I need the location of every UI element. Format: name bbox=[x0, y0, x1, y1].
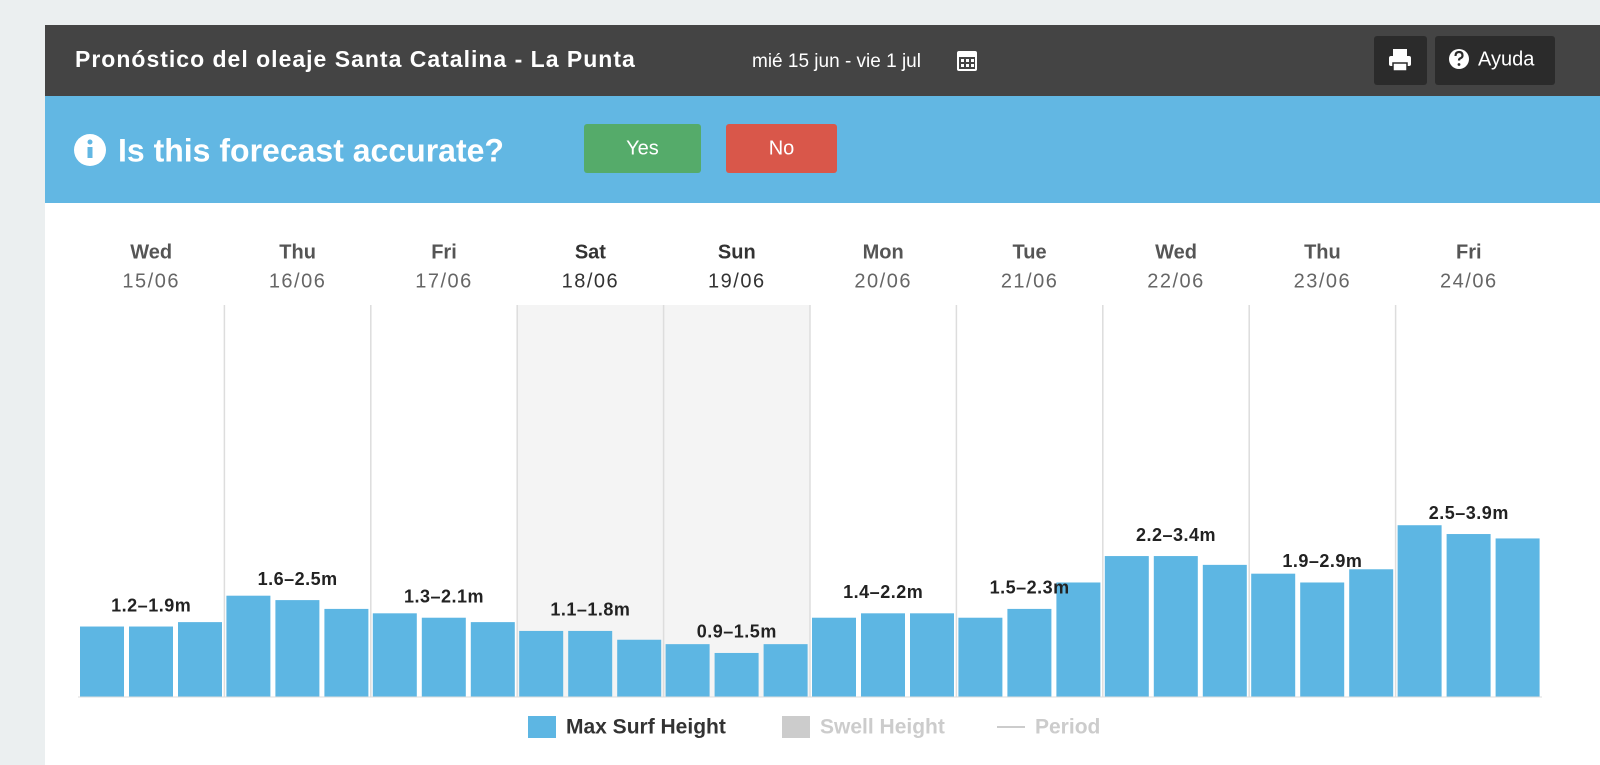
legend-swatch bbox=[528, 716, 556, 738]
day-range-label: 1.2–1.9m bbox=[111, 595, 191, 615]
day-range-label: 1.4–2.2m bbox=[843, 582, 923, 602]
day-weekday: Sat bbox=[575, 241, 606, 263]
bar bbox=[568, 630, 613, 697]
bar bbox=[275, 600, 320, 697]
info-icon bbox=[74, 134, 106, 166]
bar bbox=[1153, 556, 1198, 697]
bar bbox=[958, 617, 1003, 697]
bar bbox=[665, 644, 710, 697]
header-bar bbox=[45, 25, 1600, 96]
weekend-shade bbox=[663, 305, 810, 697]
day-weekday: Wed bbox=[130, 241, 172, 263]
bar bbox=[1007, 608, 1052, 697]
bar bbox=[1056, 582, 1101, 697]
header-title: Pronóstico del oleaje Santa Catalina - L… bbox=[75, 46, 636, 72]
bar bbox=[1202, 564, 1247, 697]
bar bbox=[617, 639, 662, 697]
day-range-label: 1.1–1.8m bbox=[550, 600, 630, 620]
bar bbox=[129, 626, 173, 697]
feedback-question: Is this forecast accurate? bbox=[118, 132, 504, 168]
bar bbox=[470, 622, 515, 697]
day-range-label: 1.9–2.9m bbox=[1282, 551, 1362, 571]
day-weekday: Fri bbox=[1456, 241, 1482, 263]
legend-label: Period bbox=[1035, 716, 1100, 739]
legend-label: Max Surf Height bbox=[566, 716, 726, 739]
day-weekday: Fri bbox=[431, 241, 457, 263]
day-weekday: Mon bbox=[863, 241, 904, 263]
bar bbox=[519, 630, 564, 697]
day-range-label: 0.9–1.5m bbox=[697, 622, 777, 642]
day-range-label: 1.3–2.1m bbox=[404, 586, 484, 606]
day-date: 24/06 bbox=[1440, 270, 1498, 292]
day-weekday: Thu bbox=[279, 241, 316, 263]
legend-swatch bbox=[782, 716, 810, 738]
help-label: Ayuda bbox=[1478, 48, 1535, 70]
day-date: 21/06 bbox=[1001, 270, 1059, 292]
help-button[interactable]: Ayuda bbox=[1435, 36, 1555, 85]
bar bbox=[226, 595, 271, 697]
day-weekday: Wed bbox=[1155, 241, 1197, 263]
calendar-icon[interactable] bbox=[957, 51, 977, 71]
no-button[interactable]: No bbox=[726, 124, 837, 173]
bar bbox=[80, 626, 124, 697]
bar bbox=[421, 617, 466, 697]
day-date: 23/06 bbox=[1294, 270, 1352, 292]
bar bbox=[1446, 534, 1491, 697]
day-date: 19/06 bbox=[708, 270, 766, 292]
day-weekday: Thu bbox=[1304, 241, 1341, 263]
bar bbox=[1251, 573, 1296, 697]
day-date: 16/06 bbox=[269, 270, 327, 292]
day-range-label: 2.5–3.9m bbox=[1429, 503, 1509, 523]
day-date: 15/06 bbox=[122, 270, 180, 292]
bar bbox=[372, 613, 417, 697]
bar bbox=[178, 622, 222, 697]
day-date: 17/06 bbox=[415, 270, 473, 292]
chart: Wed 15/06 Thu 16/06 Fri 17/06 Sat 18/06 Sun 19/06… bbox=[78, 241, 1542, 739]
day-range-label: 2.2–3.4m bbox=[1136, 525, 1216, 545]
bar bbox=[714, 652, 759, 697]
date-range[interactable]: mié 15 jun - vie 1 jul bbox=[752, 51, 921, 72]
legend-label: Swell Height bbox=[820, 716, 945, 739]
bar bbox=[1397, 525, 1442, 697]
no-label: No bbox=[769, 137, 795, 159]
bar bbox=[910, 613, 954, 697]
bar bbox=[324, 608, 369, 697]
bar bbox=[1300, 582, 1345, 697]
print-button[interactable] bbox=[1374, 36, 1427, 85]
day-date: 22/06 bbox=[1147, 270, 1205, 292]
day-range-label: 1.5–2.3m bbox=[990, 578, 1070, 598]
day-weekday: Sun bbox=[718, 241, 756, 263]
yes-label: Yes bbox=[626, 137, 659, 159]
day-date: 20/06 bbox=[854, 270, 912, 292]
yes-button[interactable]: Yes bbox=[584, 124, 701, 173]
bar bbox=[763, 644, 808, 697]
day-weekday: Tue bbox=[1013, 241, 1047, 263]
bar bbox=[1495, 538, 1540, 697]
day-range-label: 1.6–2.5m bbox=[258, 569, 338, 589]
bar bbox=[861, 613, 905, 697]
bar bbox=[812, 617, 856, 697]
bar bbox=[1349, 569, 1394, 697]
day-date: 18/06 bbox=[562, 270, 620, 292]
legend[interactable]: Max Surf Height Swell Height Period bbox=[528, 716, 1100, 739]
bar bbox=[1104, 556, 1149, 697]
